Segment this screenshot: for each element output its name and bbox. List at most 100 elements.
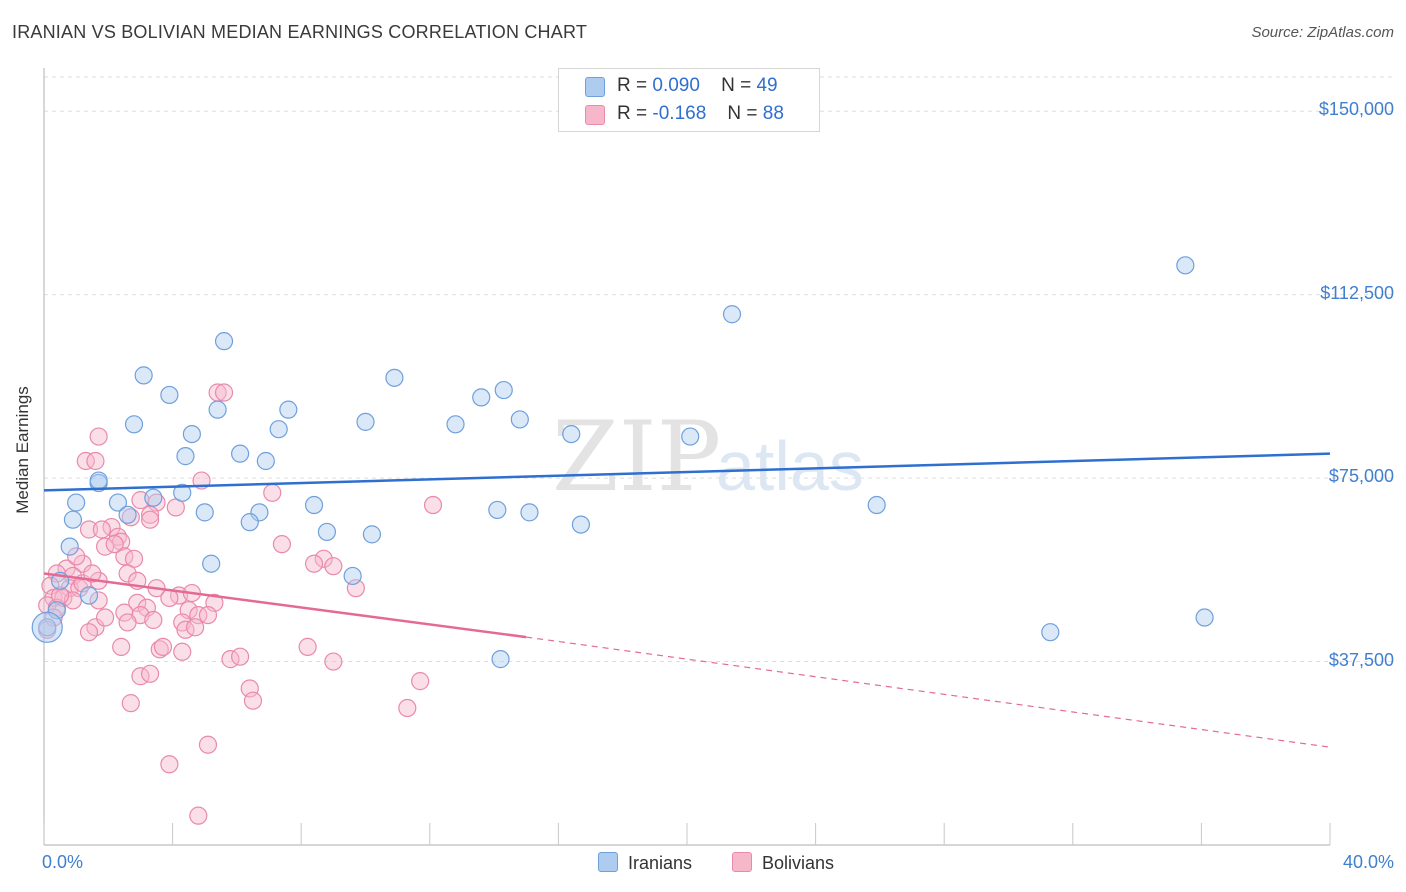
iranians-point: [520, 503, 539, 522]
bolivians-point: [272, 535, 292, 554]
iranians-point: [231, 444, 250, 463]
bolivians-point: [79, 520, 99, 539]
bolivians-point: [150, 640, 169, 659]
iranians-trend-line: [43, 452, 1331, 492]
legend-r-value-iranians: 0.090: [652, 75, 700, 96]
correlation-legend: R = 0.090 N = 49 R = -0.168 N = 88: [558, 68, 820, 132]
legend-n-label: N =: [721, 75, 752, 96]
iranians-point: [89, 471, 108, 490]
iranians-point: [304, 495, 324, 515]
bolivians-point: [140, 505, 160, 524]
iranians-point: [182, 424, 201, 444]
bolivians-point: [186, 618, 205, 637]
iranians-point: [343, 566, 362, 586]
bolivians-point: [79, 623, 99, 642]
bottom-legend-swatch-iranians: [598, 852, 618, 872]
bolivians-point: [121, 508, 140, 527]
bolivians-point: [140, 510, 160, 529]
bolivians-point: [144, 610, 163, 630]
bottom-legend-label-iranians: Iranians: [628, 853, 693, 873]
watermark-zip: ZIP: [552, 401, 721, 513]
iranians-point: [571, 515, 591, 534]
bolivians-point: [398, 698, 417, 718]
legend-swatch-iranians: [585, 77, 605, 97]
iranians-point: [269, 420, 288, 439]
bolivians-point: [298, 637, 317, 656]
bottom-legend-label-bolivians: Bolivians: [762, 853, 835, 873]
bolivians-point: [189, 806, 208, 825]
legend-r-label: R =: [617, 103, 648, 124]
bolivians-point: [173, 642, 192, 661]
bolivians-point: [214, 383, 234, 402]
iranians-point: [240, 513, 259, 532]
iranians-point: [144, 488, 163, 507]
iranians-point: [722, 305, 742, 324]
iranians-point: [1195, 608, 1214, 627]
iranians-point: [63, 510, 83, 529]
legend-n-value-bolivians: 88: [762, 103, 784, 124]
iranians-point-large: [31, 611, 63, 643]
bottom-legend-iranians: Iranians: [598, 852, 692, 874]
bolivians-trend-line-extrapolated: [526, 636, 1331, 748]
iranians-point: [256, 451, 275, 471]
chart-title: IRANIAN VS BOLIVIAN MEDIAN EARNINGS CORR…: [12, 22, 588, 42]
bolivians-point: [411, 672, 430, 691]
legend-swatch-bolivians: [585, 105, 605, 125]
x-tick-marks: [43, 823, 1331, 845]
bolivians-trend-line: [43, 572, 527, 639]
bolivians-point: [95, 608, 115, 627]
iranians-point: [472, 388, 491, 407]
iranians-point: [214, 332, 234, 351]
bolivians-point: [86, 451, 105, 471]
iranians-point: [510, 410, 529, 429]
watermark-atlas: atlas: [716, 427, 864, 505]
bolivians-point: [83, 564, 102, 583]
x-tick-label-min: 0.0%: [42, 852, 84, 872]
trend-lines: [43, 452, 1331, 748]
legend-r-label: R =: [617, 75, 648, 96]
iranians-point: [488, 500, 507, 520]
bolivians-point: [153, 637, 173, 656]
iranians-point: [202, 554, 221, 573]
iranians-point: [1041, 623, 1060, 642]
legend-n-label: N =: [727, 103, 758, 124]
iranians-point: [60, 537, 79, 556]
bolivians-point: [304, 554, 324, 573]
iranians-point: [108, 493, 128, 512]
bolivians-point: [263, 483, 282, 502]
bolivians-point: [231, 647, 250, 666]
iranians-point: [279, 400, 298, 419]
source-label: Source: ZipAtlas.com: [1251, 24, 1394, 41]
iranians-point: [446, 415, 465, 434]
bolivians-point: [118, 613, 137, 632]
iranians-point: [317, 522, 337, 542]
iranians-point: [118, 505, 137, 524]
iranians-point: [362, 525, 382, 544]
bolivians-point: [198, 605, 218, 625]
iranians-point: [160, 385, 179, 405]
y-tick-label: $112,500: [1320, 282, 1394, 303]
bottom-legend-bolivians: Bolivians: [732, 852, 834, 874]
iranians-point: [681, 427, 700, 446]
bolivians-point: [423, 495, 443, 515]
bolivians-point: [324, 557, 343, 576]
bolivians-point: [67, 547, 86, 566]
x-tick-label-max: 40.0%: [1342, 852, 1394, 872]
bolivians-point: [89, 427, 108, 446]
iranians-point: [134, 366, 153, 385]
bolivians-point: [112, 637, 131, 656]
iranians-point: [491, 650, 510, 669]
iranians-point: [1176, 256, 1195, 275]
bolivians-point: [50, 586, 70, 605]
bolivians-point: [140, 664, 160, 683]
iranians-point: [79, 586, 99, 605]
y-tick-label: $37,500: [1328, 649, 1394, 670]
iranians-point: [494, 380, 513, 400]
iranians-point: [385, 368, 404, 387]
legend-n-value-iranians: 49: [756, 75, 778, 96]
bolivians-point: [121, 694, 140, 713]
bolivians-point: [76, 451, 95, 471]
iranians-point: [356, 412, 375, 431]
y-axis-label-wrap: Median Earnings: [8, 300, 38, 600]
